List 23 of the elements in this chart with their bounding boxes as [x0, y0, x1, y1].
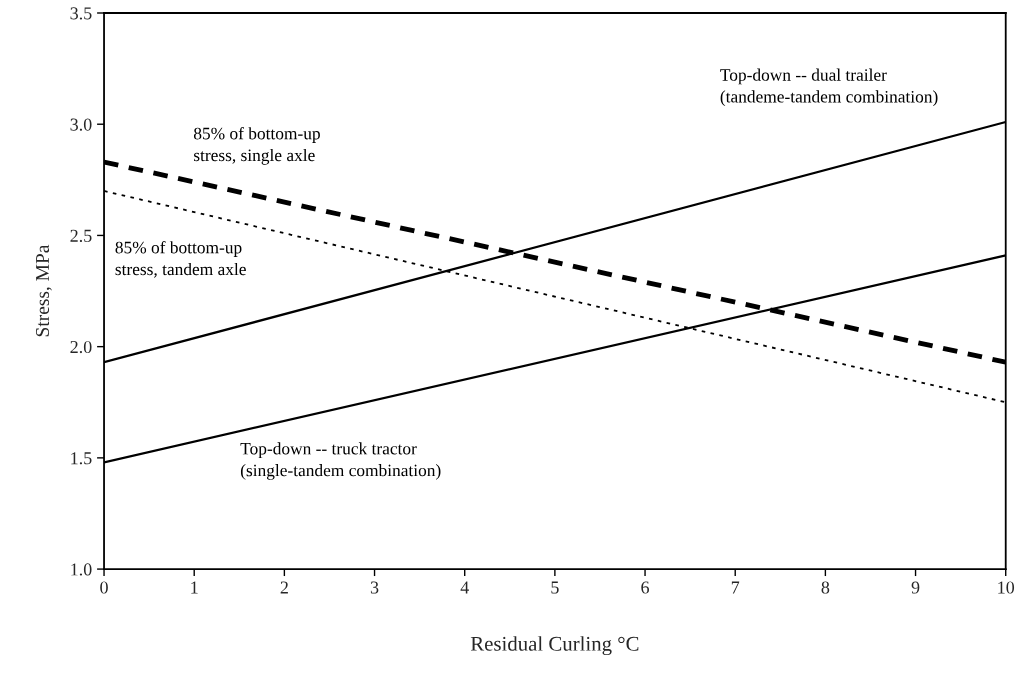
x-axis-title: Residual Curling °C	[470, 636, 639, 656]
y-tick-label: 1.0	[71, 563, 92, 576]
series-label: 85% of bottom-up stress, tandem axle	[115, 240, 246, 278]
x-tick-label: 5	[551, 581, 559, 594]
y-tick-label: 2.5	[70, 229, 92, 242]
y-tick-label: 3.0	[70, 118, 92, 131]
series-label: Top-down -- truck tractor (single-tandem combination)	[240, 442, 441, 480]
x-tick-label: 10	[998, 581, 1015, 594]
x-tick-label: 7	[731, 581, 740, 594]
y-tick-label: 1.5	[71, 452, 92, 465]
x-tick-label: 2	[280, 581, 288, 594]
x-tick-label: 3	[370, 581, 379, 594]
x-tick-label: 4	[460, 581, 469, 594]
y-axis-title: Stress, MPa	[35, 244, 52, 337]
y-tick-label: 3.5	[70, 7, 92, 20]
x-tick-label: 1	[191, 581, 198, 594]
x-tick-label: 9	[911, 581, 920, 594]
x-tick-label: 0	[100, 581, 108, 594]
y-tick-label: 2.0	[70, 340, 92, 354]
series-label: 85% of bottom-up stress, single axle	[193, 126, 320, 165]
x-tick-label: 8	[821, 581, 830, 594]
series-label: Top-down -- dual trailer (tandeme-tandem combination)	[720, 68, 938, 107]
x-tick-label: 6	[641, 581, 650, 594]
